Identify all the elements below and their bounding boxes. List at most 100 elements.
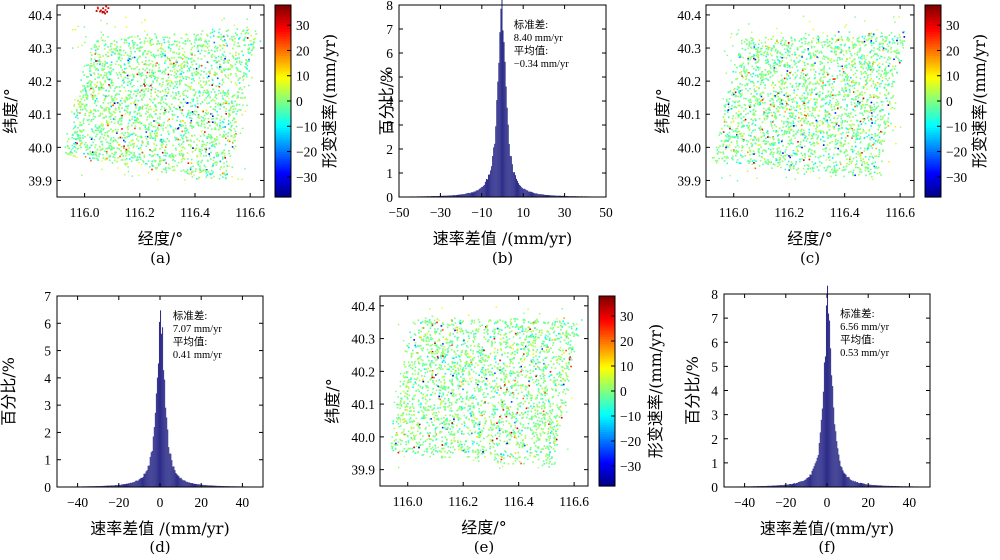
- data-point: [126, 126, 129, 129]
- data-point: [139, 38, 141, 40]
- data-point: [781, 44, 784, 47]
- data-point: [94, 124, 97, 126]
- data-point: [848, 116, 851, 119]
- data-point: [805, 115, 807, 117]
- data-point: [810, 46, 813, 49]
- data-point: [765, 62, 767, 64]
- data-point: [795, 82, 797, 85]
- x-tick-label: −50: [388, 205, 409, 220]
- data-point: [92, 115, 95, 117]
- data-point: [123, 100, 126, 102]
- data-point: [120, 54, 123, 56]
- data-point: [737, 54, 740, 57]
- data-point: [158, 124, 160, 127]
- histogram-bar: [453, 195, 455, 197]
- data-point: [248, 84, 250, 87]
- data-point: [66, 153, 69, 156]
- data-point: [210, 135, 212, 137]
- data-point: [223, 162, 225, 165]
- data-point: [787, 54, 789, 56]
- data-point: [152, 80, 154, 82]
- data-point: [226, 95, 228, 98]
- data-point: [806, 138, 809, 140]
- data-point: [206, 89, 208, 91]
- data-point: [780, 102, 782, 105]
- data-point: [172, 91, 174, 94]
- data-point: [734, 93, 737, 95]
- data-point: [203, 55, 206, 57]
- data-point: [756, 50, 758, 53]
- data-point: [82, 96, 84, 99]
- data-point: [817, 40, 820, 43]
- histogram-bar: [448, 195, 450, 197]
- data-point: [158, 42, 161, 45]
- data-point: [750, 37, 752, 39]
- data-point: [754, 129, 756, 131]
- data-point: [192, 100, 194, 102]
- data-point: [191, 46, 194, 49]
- data-point: [85, 36, 87, 38]
- data-point: [783, 132, 786, 134]
- data-point: [235, 125, 238, 128]
- data-point: [107, 46, 109, 48]
- data-point: [157, 54, 160, 57]
- data-point: [165, 141, 167, 143]
- data-point: [722, 153, 725, 155]
- data-point: [250, 54, 253, 56]
- colorbar-segment: [275, 185, 291, 188]
- data-point: [869, 137, 871, 139]
- data-point: [200, 161, 202, 164]
- data-point: [106, 23, 108, 25]
- data-point: [102, 87, 105, 90]
- data-point: [90, 111, 92, 113]
- data-point: [750, 131, 753, 134]
- data-point: [200, 64, 203, 67]
- data-point: [797, 129, 800, 131]
- data-point: [219, 126, 221, 129]
- data-point: [748, 134, 750, 137]
- data-point: [148, 37, 151, 39]
- data-point: [88, 153, 90, 156]
- data-point: [216, 123, 218, 126]
- data-point: [880, 118, 882, 121]
- data-point: [745, 70, 747, 73]
- data-point: [149, 116, 151, 118]
- data-point: [154, 76, 157, 79]
- data-point: [887, 104, 890, 106]
- data-point: [108, 108, 111, 111]
- data-point: [790, 128, 793, 131]
- data-point: [773, 72, 776, 74]
- data-point: [814, 54, 816, 56]
- data-point: [115, 132, 118, 134]
- data-point: [839, 38, 841, 41]
- data-point: [827, 126, 829, 128]
- data-point: [860, 159, 862, 162]
- data-point: [203, 119, 205, 121]
- data-point: [150, 92, 152, 95]
- data-point: [872, 157, 874, 159]
- data-point: [224, 55, 227, 58]
- data-point: [866, 163, 869, 165]
- data-point: [894, 102, 897, 104]
- data-point: [807, 48, 809, 50]
- data-point: [204, 67, 207, 69]
- data-point: [186, 152, 189, 154]
- data-point: [246, 64, 249, 67]
- data-point: [775, 67, 777, 70]
- data-point: [873, 34, 875, 37]
- data-point: [197, 163, 200, 166]
- data-point: [175, 76, 178, 79]
- data-point: [167, 91, 169, 93]
- data-point: [815, 102, 817, 104]
- data-point: [814, 107, 817, 109]
- data-point: [108, 116, 111, 118]
- data-point: [864, 162, 866, 165]
- data-point: [206, 95, 209, 98]
- data-point: [207, 91, 209, 94]
- data-point: [123, 136, 126, 139]
- data-point: [141, 93, 144, 96]
- data-point: [216, 61, 219, 63]
- data-point: [209, 173, 212, 176]
- data-point: [837, 100, 839, 103]
- scatter-points-a: [64, 5, 262, 181]
